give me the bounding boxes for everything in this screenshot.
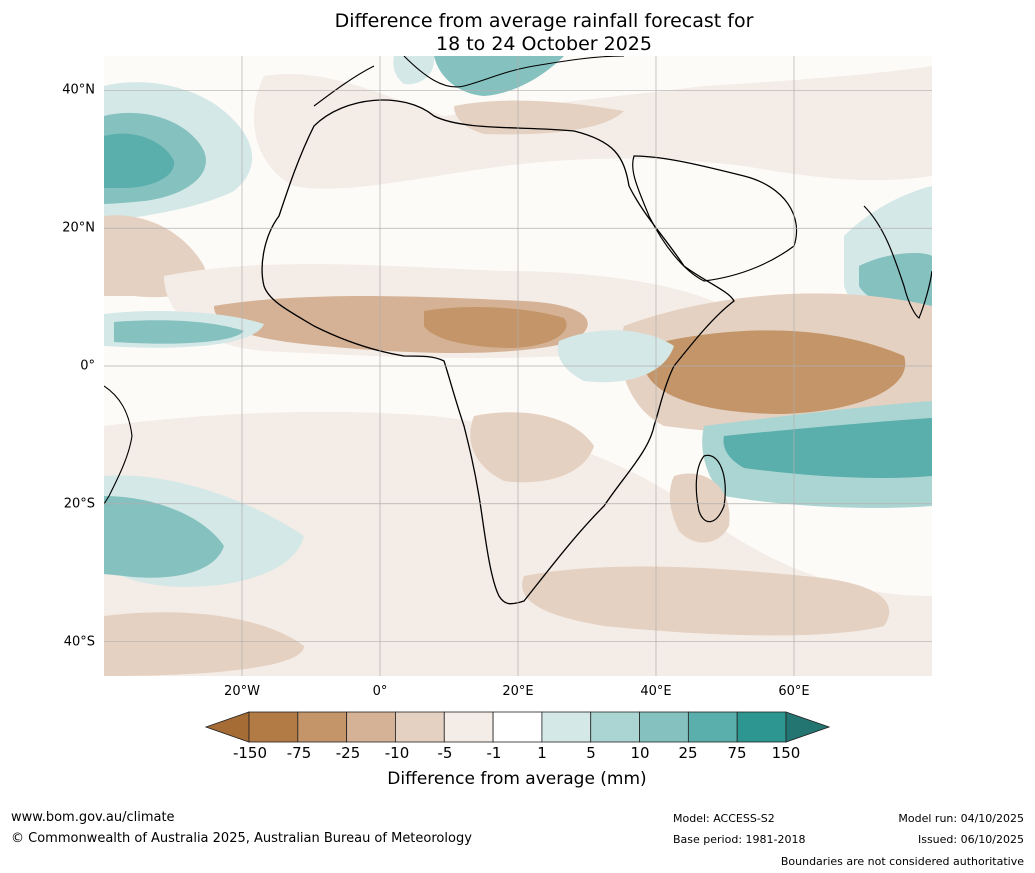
dry-anomaly-madagascar (669, 473, 730, 543)
colorbar-tick-label: 10 (630, 744, 650, 762)
dry-anomaly-south-indian-lower (522, 566, 890, 636)
map-title-line-1: Difference from average rainfall forecas… (334, 10, 754, 32)
footer-base-period: Base period: 1981-2018 (673, 833, 806, 846)
graticule (104, 56, 932, 676)
colorbar-swatch (297, 711, 348, 743)
wet-anomaly-south-atlantic-core (104, 496, 224, 578)
colorbar-tick-label: 25 (678, 744, 698, 762)
colorbar-swatch (492, 711, 543, 743)
footer-disclaimer: Boundaries are not considered authoritat… (780, 855, 1024, 868)
lon-label-0: 0° (372, 684, 388, 699)
lat-label-equator: 0° (80, 358, 95, 374)
footer-issued: Issued: 06/10/2025 (917, 833, 1024, 846)
india-coastline (863, 205, 932, 319)
wet-anomaly-arabian-sea-core (859, 253, 932, 308)
colorbar-tick-label: -1 (486, 744, 502, 762)
colorbar-swatch (687, 711, 738, 743)
lon-label-20e: 20°E (502, 684, 534, 699)
colorbar-tick-label: -75 (286, 744, 312, 762)
colorbar-extend-high (785, 711, 830, 743)
colorbar-tick-label: 5 (586, 744, 596, 762)
footer-model-run: Model run: 04/10/2025 (898, 812, 1024, 825)
dry-anomaly-indian-ocean-core (644, 330, 906, 414)
colorbar-tick-label: -10 (384, 744, 410, 762)
colorbar-tick-label: 75 (727, 744, 747, 762)
lon-label-20w: 20°W (224, 684, 260, 699)
wet-anomaly-north-atlantic-inner (104, 133, 175, 188)
lat-label-20s: 20°S (63, 496, 95, 512)
wet-anomaly-mediterranean-light (393, 56, 435, 85)
lat-label-20n: 20°N (62, 220, 95, 236)
colorbar-swatch (443, 711, 494, 743)
rainfall-anomaly-map (104, 56, 932, 676)
dry-anomaly-north-africa (254, 66, 932, 189)
colorbar-tick-label: 150 (771, 744, 801, 762)
colorbar-extend-low (205, 711, 250, 743)
colorbar-swatch (346, 711, 396, 743)
dry-anomaly-southern-ocean (104, 612, 304, 676)
colorbar-swatch (590, 711, 640, 743)
colorbar-swatch (395, 711, 445, 743)
footer-copyright: © Commonwealth of Australia 2025, Austra… (11, 831, 472, 846)
europe-coastline (313, 56, 625, 107)
madagascar-coastline (695, 454, 726, 523)
colorbar-swatch (248, 711, 299, 743)
wet-anomaly-east-africa (557, 330, 674, 383)
colorbar-tick-label: -25 (335, 744, 361, 762)
colorbar (205, 711, 830, 743)
africa-coastline (261, 99, 735, 605)
colorbar-swatch (736, 711, 787, 743)
dry-anomaly-mediterranean-east (454, 100, 624, 135)
map-svg (104, 56, 932, 676)
wet-anomaly-south-indian-ocean-core (723, 418, 932, 479)
south-america-coastline (104, 385, 133, 505)
map-title: Difference from average rainfall forecas… (104, 10, 984, 56)
colorbar-swatch (639, 711, 689, 743)
lat-label-40s: 40°S (63, 634, 95, 650)
footer-website: www.bom.gov.au/climate (11, 810, 175, 825)
dry-anomaly-southern-africa-inner (470, 412, 594, 483)
arabian-peninsula-coastline (632, 155, 798, 282)
lon-label-40e: 40°E (640, 684, 672, 699)
footer-model: Model: ACCESS-S2 (673, 812, 775, 825)
wet-anomaly-mediterranean (434, 56, 564, 96)
colorbar-tick-label: -150 (232, 744, 268, 762)
colorbar-swatch (541, 711, 592, 743)
dry-anomaly-central-africa-core (424, 306, 567, 348)
wet-anomaly-tropical-atlantic-core (114, 320, 244, 344)
map-title-line-2: 18 to 24 October 2025 (436, 33, 652, 55)
lon-label-60e: 60°E (778, 684, 810, 699)
colorbar-title: Difference from average (mm) (387, 769, 647, 789)
lat-label-40n: 40°N (62, 82, 95, 98)
colorbar-tick-label: -5 (437, 744, 453, 762)
colorbar-tick-label: 1 (537, 744, 547, 762)
